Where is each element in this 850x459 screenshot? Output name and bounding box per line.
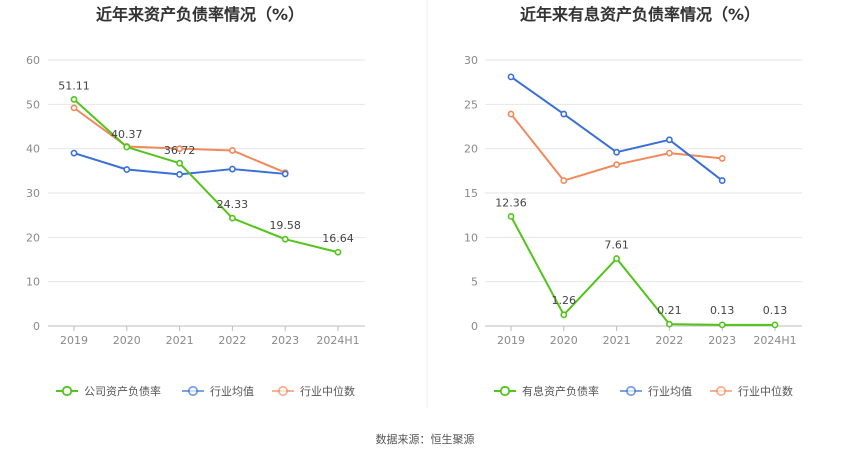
data-point	[281, 235, 289, 243]
x-tick-label: 2020	[550, 334, 578, 347]
data-label: 0.13	[710, 304, 735, 317]
y-tick-label: 10	[26, 276, 40, 289]
data-label: 40.37	[111, 128, 143, 141]
y-tick-label: 20	[26, 231, 40, 244]
panel-interest-debt-ratio: 近年来有息资产负债率情况（%） 0 5 10 15 20 25 30 2019 2020 2021 2…	[464, 5, 802, 398]
x-tick-label: 2023	[271, 334, 299, 347]
data-point	[507, 213, 515, 220]
data-label: 16.64	[322, 232, 354, 245]
x-tick-label: 2019	[497, 334, 525, 347]
data-point	[123, 166, 131, 173]
y-tick-label: 0	[33, 320, 40, 333]
series-line	[510, 113, 723, 182]
y-tick-label: 25	[464, 98, 478, 111]
data-point	[560, 311, 568, 319]
legend-swatch-marker	[61, 385, 73, 397]
x-tick-label: 2022	[218, 334, 246, 347]
x-tick-label: 2024H1	[753, 334, 796, 347]
x-tick-label: 2023	[708, 334, 736, 347]
data-point	[334, 248, 342, 256]
data-label: 12.36	[495, 196, 527, 209]
legend-swatch-marker	[499, 385, 511, 397]
data-point	[228, 165, 236, 173]
legend-swatch-marker	[715, 385, 727, 397]
data-label: 0.13	[763, 304, 788, 317]
data-label: 7.61	[604, 239, 629, 252]
legend-label: 公司资产负债率	[84, 384, 161, 398]
data-point	[507, 73, 515, 81]
legend-item[interactable]: 行业均值	[182, 385, 254, 398]
y-tick-label: 20	[464, 143, 478, 156]
legend-item[interactable]: 行业均值	[620, 385, 692, 398]
data-point	[70, 96, 78, 103]
data-point	[666, 149, 673, 157]
data-point	[560, 177, 568, 184]
data-point	[718, 177, 726, 184]
series-line	[73, 98, 339, 254]
data-point	[718, 321, 726, 329]
x-tick-label: 2024H1	[316, 334, 359, 347]
y-tick-label: 50	[26, 98, 40, 111]
data-point	[613, 148, 620, 156]
data-label: 19.58	[269, 219, 301, 232]
data-point	[718, 155, 726, 162]
data-label: 0.21	[657, 304, 682, 317]
y-tick-label: 15	[464, 187, 478, 200]
panel-debt-ratio: 近年来资产负债率情况（%） 0 10 20 30 40 50 60 2019 2020 2021 20…	[26, 5, 365, 398]
data-point	[176, 170, 183, 178]
legend-item[interactable]: 公司资产负债率	[56, 384, 161, 398]
data-point	[507, 110, 515, 118]
data-point	[771, 321, 779, 329]
legend-label: 行业均值	[648, 385, 692, 398]
chart-title: 近年来资产负债率情况（%）	[96, 5, 304, 24]
legend-item[interactable]: 行业中位数	[272, 384, 355, 398]
data-point	[613, 161, 620, 169]
data-point	[228, 147, 236, 154]
data-label: 1.26	[552, 294, 577, 307]
legend-label: 行业中位数	[300, 384, 355, 398]
data-label: 51.11	[58, 79, 90, 92]
x-tick-label: 2021	[603, 334, 631, 347]
legend-item[interactable]: 行业中位数	[710, 384, 793, 398]
y-tick-label: 60	[26, 54, 40, 67]
data-source-note: 数据来源：恒生聚源	[376, 432, 475, 446]
data-point	[666, 320, 673, 328]
data-point	[666, 136, 673, 144]
x-tick-label: 2022	[655, 334, 683, 347]
y-tick-label: 30	[26, 187, 40, 200]
y-tick-label: 30	[464, 54, 478, 67]
data-point	[176, 159, 183, 167]
data-point	[613, 255, 620, 262]
x-tick-label: 2020	[113, 334, 141, 347]
data-point	[560, 110, 568, 118]
chart-title: 近年来有息资产负债率情况（%）	[520, 5, 760, 24]
data-point	[70, 104, 78, 112]
data-point	[70, 149, 78, 157]
legend-label: 行业均值	[210, 385, 254, 398]
legend-item[interactable]: 有息资产负债率	[494, 384, 599, 398]
legend-label: 行业中位数	[738, 384, 793, 398]
y-tick-label: 10	[464, 231, 478, 244]
series-line	[510, 215, 775, 326]
data-label: 24.33	[217, 198, 249, 211]
legend-label: 有息资产负债率	[522, 384, 599, 398]
y-tick-label: 5	[471, 276, 478, 289]
data-point	[176, 145, 183, 153]
data-point	[228, 214, 236, 222]
data-point	[281, 170, 289, 178]
data-point	[123, 143, 131, 151]
x-tick-label: 2019	[60, 334, 88, 347]
data-label: 36.72	[164, 144, 196, 157]
y-tick-label: 40	[26, 143, 40, 156]
legend-swatch-marker	[187, 385, 199, 397]
legend-swatch-marker	[277, 385, 289, 397]
legend-swatch-marker	[625, 385, 637, 397]
y-tick-label: 0	[471, 320, 478, 333]
x-tick-label: 2021	[166, 334, 194, 347]
